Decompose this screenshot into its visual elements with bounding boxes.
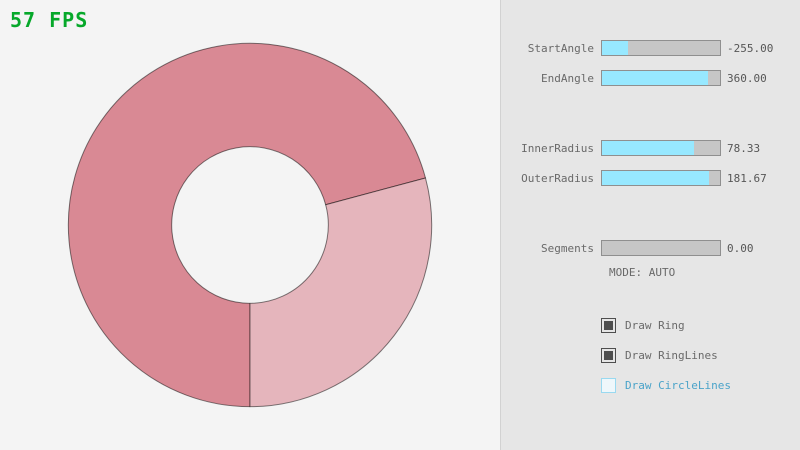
ring-segment-overlap-dark — [67, 42, 427, 408]
slider-row-endangle: EndAngle 360.00 — [501, 70, 800, 86]
slider-row-startangle: StartAngle -255.00 — [501, 40, 800, 56]
endangle-value: 360.00 — [727, 72, 767, 85]
startangle-slider-fill — [602, 41, 628, 55]
innerradius-slider[interactable] — [601, 140, 721, 156]
segments-value: 0.00 — [727, 242, 754, 255]
controls-panel: StartAngle -255.00 EndAngle 360.00 Inner… — [500, 0, 800, 450]
segments-label: Segments — [541, 242, 594, 255]
checkbox-label: Draw CircleLines — [625, 379, 731, 392]
checkbox-icon[interactable] — [601, 378, 616, 393]
innerradius-slider-fill — [602, 141, 695, 155]
innerradius-value: 78.33 — [727, 142, 761, 155]
endangle-label: EndAngle — [541, 72, 594, 85]
outerradius-label: OuterRadius — [521, 172, 594, 185]
outerradius-value: 181.67 — [727, 172, 767, 185]
checkbox-draw-circlelines[interactable]: Draw CircleLines — [601, 378, 731, 393]
mode-label: MODE: AUTO — [609, 266, 676, 279]
outerradius-slider[interactable] — [601, 170, 721, 186]
startangle-value: -255.00 — [727, 42, 774, 55]
fps-counter: 57 FPS — [10, 8, 89, 32]
checkbox-icon[interactable] — [601, 318, 616, 333]
innerradius-label: InnerRadius — [521, 142, 594, 155]
ring — [67, 42, 433, 408]
outerradius-slider-fill — [602, 171, 710, 185]
startangle-slider[interactable] — [601, 40, 721, 56]
ring-segment-single-light — [249, 177, 433, 408]
endangle-slider-fill — [602, 71, 709, 85]
endangle-slider[interactable] — [601, 70, 721, 86]
slider-row-outerradius: OuterRadius 181.67 — [501, 170, 800, 186]
segments-slider[interactable] — [601, 240, 721, 256]
checkbox-icon[interactable] — [601, 348, 616, 363]
checkbox-label: Draw Ring — [625, 319, 685, 332]
checkbox-draw-ring[interactable]: Draw Ring — [601, 318, 685, 333]
ring-graphic — [67, 42, 433, 408]
checkbox-draw-ringlines[interactable]: Draw RingLines — [601, 348, 718, 363]
slider-row-segments: Segments 0.00 — [501, 240, 800, 256]
checkbox-label: Draw RingLines — [625, 349, 718, 362]
startangle-label: StartAngle — [527, 42, 594, 55]
slider-row-innerradius: InnerRadius 78.33 — [501, 140, 800, 156]
